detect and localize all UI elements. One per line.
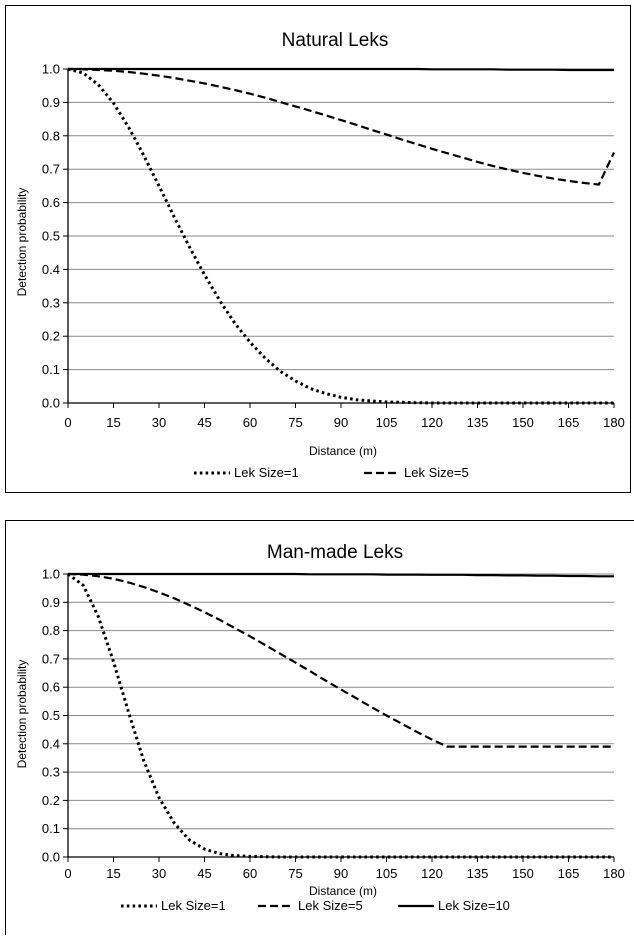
chart-natural-leks: Natural Leks 0.0 0.1 0.2 0.3 0.4 0.5 0.6 0.7 0.8…	[15, 30, 625, 480]
x-tick-label: 180	[603, 866, 625, 881]
series-line-dashed	[67, 572, 614, 748]
y-tick-label: 0.7	[42, 162, 60, 177]
x-tick-label: 105	[376, 415, 398, 430]
x-tick-label: 180	[603, 415, 625, 430]
x-tick-label: 150	[512, 415, 534, 430]
x-tick-label: 135	[467, 866, 489, 881]
x-tick-label: 15	[106, 866, 120, 881]
y-tick-label: 0.2	[42, 793, 60, 808]
legend-label: Lek Size=5	[404, 465, 469, 480]
x-tick-label: 45	[197, 866, 211, 881]
x-tick-label: 120	[421, 866, 443, 881]
x-axis-label: Distance (m)	[309, 444, 377, 458]
x-axis-label: Distance (m)	[309, 884, 377, 898]
x-tick-label: 150	[512, 866, 534, 881]
y-tick-label: 1.0	[42, 62, 60, 77]
y-axis-label: Detection probability	[15, 660, 29, 769]
x-tick-label: 165	[558, 415, 580, 430]
y-tick-label: 0.0	[42, 850, 60, 865]
x-tick-label: 30	[152, 415, 166, 430]
x-tick-label: 60	[243, 866, 257, 881]
legend: Lek Size=1 Lek Size=5	[194, 465, 469, 480]
y-tick-label: 1.0	[42, 567, 60, 582]
x-tick-label: 90	[334, 866, 348, 881]
legend-label: Lek Size=10	[438, 898, 510, 913]
y-tick-label: 0.1	[42, 821, 60, 836]
y-tick-label: 0.2	[42, 329, 60, 344]
y-tick-label: 0.8	[42, 623, 60, 638]
x-tick-label: 120	[421, 415, 443, 430]
y-tick-label: 0.6	[42, 680, 60, 695]
y-tick-label: 0.0	[42, 396, 60, 411]
legend-label: Lek Size=1	[234, 465, 299, 480]
y-tick-label: 0.7	[42, 651, 60, 666]
y-tick-label: 0.4	[42, 262, 60, 277]
x-tick-label: 90	[334, 415, 348, 430]
x-tick-label: 0	[64, 866, 71, 881]
y-tick-label: 0.5	[42, 708, 60, 723]
series-line-solid	[68, 67, 614, 72]
x-tick-label: 15	[106, 415, 120, 430]
x-tick-label: 0	[64, 415, 71, 430]
x-tick-label: 75	[288, 866, 302, 881]
series-line-solid	[68, 572, 614, 578]
legend: Lek Size=1 Lek Size=5 Lek Size=10	[121, 898, 510, 913]
x-tick-label: 105	[376, 866, 398, 881]
y-tick-label: 0.6	[42, 195, 60, 210]
x-tick-label: 135	[467, 415, 489, 430]
chart-man-made-leks: Man-made Leks 0.0 0.1 0.2 0.3 0.4 0.5 0.6 0.7 0.…	[15, 542, 625, 913]
series-line-dotted	[67, 67, 614, 405]
chart-title: Man-made Leks	[267, 542, 403, 563]
x-tick-label: 60	[243, 415, 257, 430]
y-tick-label: 0.4	[42, 736, 60, 751]
y-tick-label: 0.3	[42, 765, 60, 780]
series-line-dotted	[67, 572, 614, 859]
x-tick-label: 30	[152, 866, 166, 881]
chart-panel-natural-leks: Natural Leks 0.0 0.1 0.2 0.3 0.4 0.5 0.6 0.7 0.8…	[5, 5, 631, 493]
y-tick-label: 0.9	[42, 95, 60, 110]
x-tick-label: 165	[558, 866, 580, 881]
chart-title: Natural Leks	[282, 30, 389, 51]
x-tick-label: 75	[288, 415, 302, 430]
y-tick-label: 0.3	[42, 295, 60, 310]
y-axis-label: Detection probability	[15, 188, 29, 297]
y-tick-label: 0.5	[42, 229, 60, 244]
x-tick-label: 45	[197, 415, 211, 430]
legend-label: Lek Size=1	[161, 898, 226, 913]
y-tick-label: 0.1	[42, 362, 60, 377]
y-tick-label: 0.9	[42, 595, 60, 610]
y-tick-label: 0.8	[42, 128, 60, 143]
legend-label: Lek Size=5	[298, 898, 363, 913]
chart-panel-man-made-leks: Man-made Leks 0.0 0.1 0.2 0.3 0.4 0.5 0.6 0.7 0.…	[5, 520, 634, 935]
series-line-dashed	[67, 67, 615, 186]
